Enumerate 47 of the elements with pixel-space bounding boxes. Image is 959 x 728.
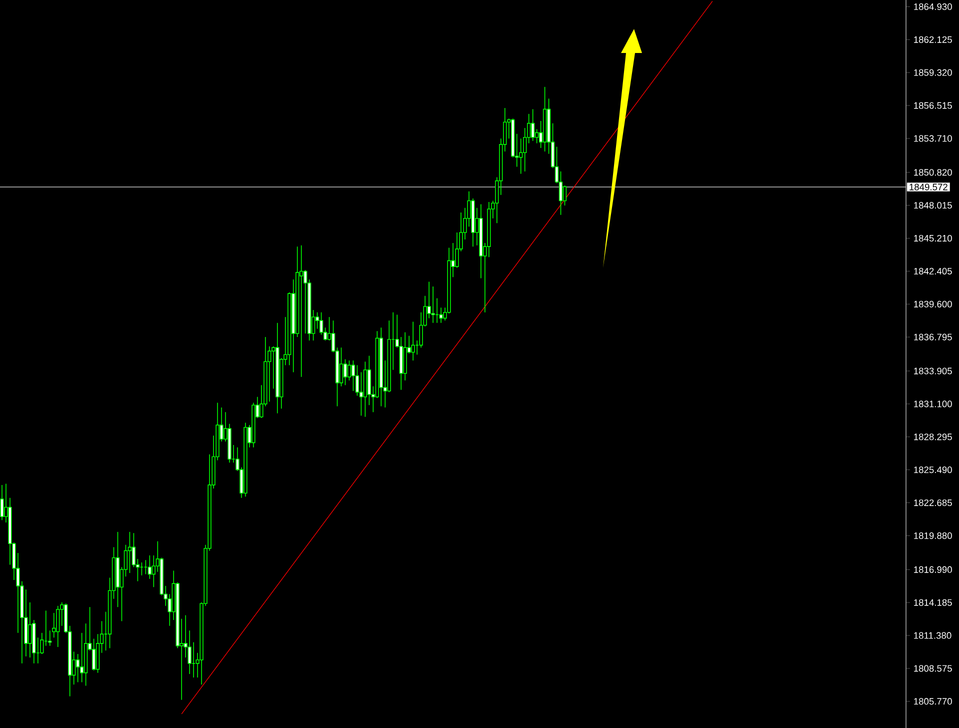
candlestick [562, 185, 567, 206]
candlestick [431, 286, 435, 324]
candlestick [92, 638, 96, 671]
y-tick-label: 1831.100 [914, 400, 952, 408]
y-tick-label: 1850.820 [914, 169, 952, 176]
y-tick-label: 1845.210 [914, 234, 952, 242]
candlestick [303, 270, 308, 334]
candlestick [411, 321, 415, 361]
candlestick [132, 532, 136, 568]
candlestick [148, 554, 152, 580]
candlestick [355, 364, 360, 396]
candlestick [519, 138, 523, 174]
y-tick-label: 1822.685 [914, 499, 952, 506]
y-tick-label: 1859.320 [914, 69, 952, 76]
y-tick-label: 1839.600 [914, 300, 952, 308]
candlestick [319, 312, 324, 336]
candlestick [530, 108, 535, 142]
y-tick-label: 1814.185 [914, 599, 952, 606]
y-tick-label: 1805.770 [914, 698, 952, 705]
y-tick-label: 1848.015 [914, 202, 952, 209]
y-tick-label: 1819.880 [914, 532, 952, 539]
candlestick [76, 654, 80, 683]
ref-line-label: 1849.572 [910, 184, 948, 190]
candlestick [339, 347, 344, 387]
y-tick-label: 1825.490 [914, 466, 952, 474]
candlestick [152, 554, 156, 588]
candlestick [343, 358, 348, 386]
candlestick [300, 245, 304, 378]
y-tick-label: 1833.905 [914, 368, 952, 374]
y-tick-label: 1842.405 [914, 268, 952, 274]
y-tick-label: 1836.795 [914, 334, 952, 340]
candlestick [28, 602, 32, 658]
y-tick-label: 1856.515 [914, 102, 952, 109]
candlestick [359, 372, 364, 416]
candlestick [80, 632, 84, 683]
candlestick [128, 532, 132, 574]
candlestick [0, 484, 4, 521]
y-tick-label: 1862.125 [914, 36, 952, 43]
y-tick-label: 1864.930 [914, 3, 952, 10]
y-tick-label: 1816.990 [914, 566, 952, 573]
candlestick [56, 605, 60, 648]
y-tick-label: 1853.710 [914, 135, 952, 142]
candlestick [351, 360, 356, 392]
y-tick-label: 1828.295 [914, 434, 952, 440]
candlestick [347, 360, 352, 381]
y-tick-label: 1808.575 [914, 665, 952, 672]
y-tick-label: 1811.380 [914, 632, 952, 639]
